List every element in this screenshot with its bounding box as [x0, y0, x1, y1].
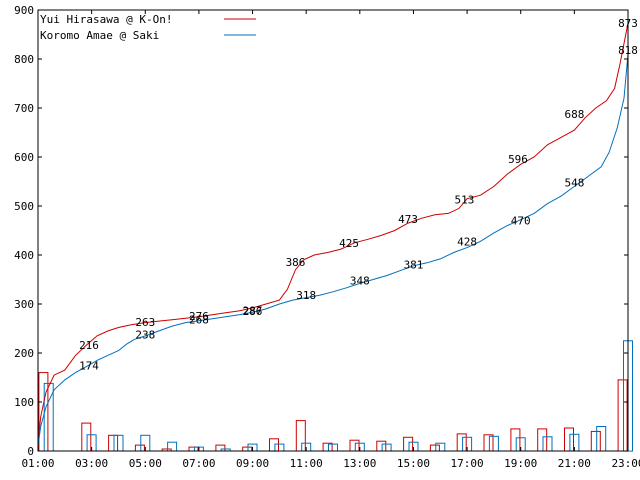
bar-series0-15: [456, 433, 467, 452]
cumulative-lines: [37, 23, 629, 447]
bar-series0-21: [617, 379, 628, 452]
data-label-series1-4: 318: [296, 289, 316, 302]
data-label-series1-7: 428: [457, 235, 477, 248]
data-label-series0-1: 263: [135, 316, 155, 329]
data-label-series0-0: 216: [79, 339, 99, 352]
y-tick-label-7: 700: [14, 102, 34, 115]
data-label-series1-1: 238: [135, 328, 155, 341]
bar-series0-5: [188, 446, 199, 452]
bar-series0-18: [537, 428, 548, 452]
y-tick-label-6: 600: [14, 151, 34, 164]
data-label-series1-9: 548: [564, 177, 584, 190]
bar-series0-19: [564, 427, 574, 452]
bar-series0-17: [510, 428, 521, 452]
bar-series0-13: [403, 436, 414, 452]
bar-series1-18: [542, 436, 553, 452]
y-tick-label-0: 0: [27, 445, 34, 458]
data-label-series1-6: 381: [404, 258, 424, 271]
x-tick-label-4: 09:00: [236, 457, 269, 470]
data-label-series1-0: 174: [79, 360, 99, 373]
x-tick-label-8: 17:00: [451, 457, 484, 470]
series-line-1: [37, 54, 629, 447]
data-label-series0-2: 276: [189, 310, 209, 323]
bar-series0-8: [269, 438, 279, 452]
data-label-series1-3: 286: [243, 305, 263, 318]
data-label-series1-2: 268: [189, 314, 209, 327]
y-tick-label-3: 300: [14, 298, 34, 311]
bar-series1-2: [113, 434, 124, 452]
bar-series0-7: [242, 446, 253, 452]
bar-series0-11: [349, 439, 360, 452]
x-tick-label-0: 01:00: [21, 457, 54, 470]
data-label-series0-9: 688: [564, 108, 584, 121]
bar-series1-8: [274, 443, 285, 452]
y-tick-label-1: 100: [14, 396, 34, 409]
x-tick-label-2: 05:00: [129, 457, 162, 470]
bar-series0-14: [429, 444, 440, 452]
x-tick-label-10: 21:00: [558, 457, 591, 470]
bar-series0-2: [108, 434, 119, 452]
bar-series0-12: [376, 440, 387, 452]
bar-series0-0: [38, 372, 49, 452]
x-tick-label-5: 11:00: [290, 457, 323, 470]
legend-label-1: Koromo Amae @ Saki: [40, 29, 159, 42]
bar-series0-1: [81, 422, 92, 452]
data-label-series0-3: 287: [243, 304, 263, 317]
x-tick-label-1: 03:00: [75, 457, 108, 470]
x-tick-label-7: 15:00: [397, 457, 430, 470]
x-tick-label-9: 19:00: [504, 457, 537, 470]
bar-series0-3: [134, 444, 145, 452]
bar-series1-20: [596, 426, 607, 452]
x-tick-label-11: 23:00: [611, 457, 640, 470]
bar-series0-20: [590, 430, 601, 452]
y-tick-label-4: 400: [14, 249, 34, 262]
data-label-series0-5: 425: [339, 237, 359, 250]
data-label-series0-4: 386: [286, 256, 306, 269]
legend-label-0: Yui Hirasawa @ K-On!: [40, 13, 172, 26]
hourly-bars: [38, 340, 633, 452]
data-label-series0-6: 473: [398, 213, 418, 226]
data-label-series0-8: 596: [508, 153, 528, 166]
bar-series0-16: [483, 434, 494, 452]
bar-series1-14: [435, 442, 446, 452]
bar-series1-4: [167, 441, 178, 452]
x-tick-label-6: 13:00: [343, 457, 376, 470]
x-tick-label-3: 07:00: [182, 457, 215, 470]
bar-series0-9: [295, 420, 306, 452]
series-line-0: [37, 23, 629, 444]
y-tick-label-2: 200: [14, 347, 34, 360]
bar-series1-16: [488, 435, 499, 452]
bar-series0-6: [215, 444, 226, 452]
y-tick-label-8: 800: [14, 53, 34, 66]
data-label-series1-8: 470: [511, 215, 531, 228]
bar-series1-10: [328, 443, 338, 452]
data-label-series1-5: 348: [350, 275, 370, 288]
axes: 0 100 200 300 400 500 600 700 800 900 01:00 03:00 05…: [14, 4, 640, 470]
data-label-series0-7: 513: [454, 194, 474, 207]
bar-series1-12: [381, 443, 392, 452]
y-tick-label-9: 900: [14, 4, 34, 17]
plot-frame: [37, 9, 629, 452]
legend: Yui Hirasawa @ K-On! Koromo Amae @ Saki: [40, 13, 256, 42]
y-tick-label-5: 500: [14, 200, 34, 213]
